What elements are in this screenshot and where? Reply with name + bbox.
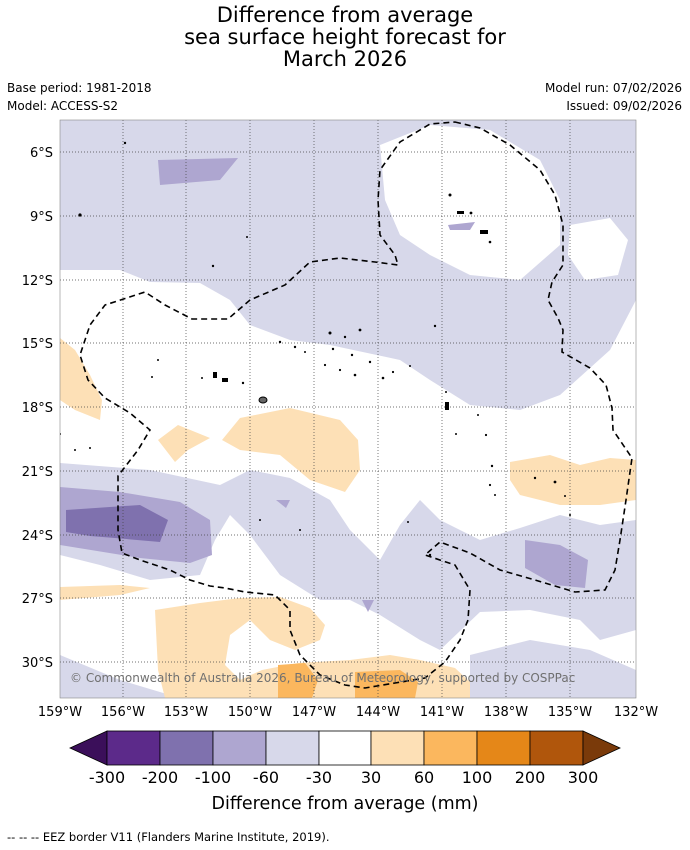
lon-label: 150°W bbox=[228, 705, 272, 720]
pos-light-patch bbox=[222, 408, 360, 492]
colorbar-bin bbox=[476, 730, 531, 766]
colorbar-bin bbox=[106, 730, 161, 766]
colorbar-bin bbox=[318, 730, 372, 766]
title-line-3: March 2026 bbox=[282, 47, 408, 71]
graticule bbox=[60, 120, 636, 698]
colorbar-tick: 30 bbox=[361, 768, 381, 787]
lon-label: 132°W bbox=[614, 705, 658, 720]
lat-label: 30°S bbox=[22, 656, 53, 671]
colorbar-bin bbox=[423, 730, 478, 766]
colorbar-title: Difference from average (mm) bbox=[211, 794, 478, 814]
pos-medium-patch bbox=[278, 663, 318, 698]
lat-label: 18°S bbox=[22, 401, 53, 416]
lon-label: 141°W bbox=[420, 705, 464, 720]
lat-label: 6°S bbox=[30, 146, 53, 161]
lon-label: 135°W bbox=[548, 705, 592, 720]
islands bbox=[60, 141, 571, 557]
colorbar-tick: -60 bbox=[253, 768, 279, 787]
meta-left: Base period: 1981-2018 Model: ACCESS-S2 bbox=[7, 79, 152, 115]
lon-label: 156°W bbox=[101, 705, 145, 720]
neg-medium-patch bbox=[276, 500, 290, 508]
pos-light-patch bbox=[60, 585, 150, 600]
map-frame bbox=[59, 119, 637, 699]
southwest-negative-patch bbox=[60, 655, 180, 698]
pos-light-patch bbox=[510, 455, 636, 505]
colorbar-bin bbox=[265, 730, 320, 766]
lon-label: 147°W bbox=[292, 705, 336, 720]
colorbar-tick: -30 bbox=[306, 768, 332, 787]
lon-label: 153°W bbox=[164, 705, 208, 720]
meta-right: Model run: 07/02/2026 Issued: 09/02/2026 bbox=[545, 79, 682, 115]
pos-light-patch bbox=[158, 425, 210, 462]
model-name: Model: ACCESS-S2 bbox=[7, 99, 119, 113]
lat-label: 9°S bbox=[30, 210, 53, 225]
neg-medium-patch bbox=[362, 600, 374, 612]
colorbar bbox=[69, 730, 621, 766]
latitude-labels: 6°S 9°S 12°S 15°S 18°S 21°S 24°S 27°S 30… bbox=[22, 146, 53, 671]
lon-label: 144°W bbox=[356, 705, 400, 720]
title-line-1: Difference from average bbox=[216, 3, 474, 27]
colorbar-tick: 100 bbox=[462, 768, 493, 787]
title-line-2: sea surface height forecast for bbox=[184, 25, 506, 49]
lon-label: 159°W bbox=[38, 705, 82, 720]
colorbar-bin bbox=[529, 730, 584, 766]
lat-label: 24°S bbox=[22, 529, 53, 544]
colorbar-tick: -200 bbox=[142, 768, 178, 787]
chart-title: Difference from average sea surface heig… bbox=[0, 4, 690, 70]
longitude-labels: 159°W 156°W 153°W 150°W 147°W 144°W 141°… bbox=[38, 705, 658, 720]
colorbar-bin bbox=[159, 730, 214, 766]
colorbar-tick: 60 bbox=[414, 768, 434, 787]
neg-medium-patch bbox=[525, 540, 588, 588]
lat-label: 27°S bbox=[22, 592, 53, 607]
eez-border bbox=[79, 121, 633, 689]
neg-medium-patch bbox=[158, 158, 238, 185]
colorbar-tick: 300 bbox=[568, 768, 599, 787]
lat-label: 12°S bbox=[22, 274, 53, 289]
lon-label: 138°W bbox=[484, 705, 528, 720]
eez-footnote: -- -- -- EEZ border V11 (Flanders Marine… bbox=[7, 830, 330, 844]
map-area bbox=[60, 120, 636, 698]
north-neutral-gap bbox=[380, 125, 560, 280]
issued-date: Issued: 09/02/2026 bbox=[566, 99, 682, 113]
colorbar-min-extend bbox=[69, 730, 108, 766]
colorbar-max-extend bbox=[582, 730, 621, 766]
colorbar-tick: -300 bbox=[89, 768, 125, 787]
model-run: Model run: 07/02/2026 bbox=[544, 81, 682, 95]
southeast-negative-patch bbox=[470, 640, 636, 698]
northeast-neutral-gap bbox=[568, 218, 628, 280]
colorbar-bin bbox=[370, 730, 425, 766]
pos-light-patch bbox=[60, 338, 102, 420]
lat-label: 21°S bbox=[22, 465, 53, 480]
colorbar-ticks: -300 -200 -100 -60 -30 30 60 100 200 300 bbox=[89, 768, 598, 787]
lat-label: 15°S bbox=[22, 337, 53, 352]
base-period: Base period: 1981-2018 bbox=[7, 81, 152, 95]
colorbar-bin bbox=[212, 730, 267, 766]
copyright-note: © Commonwealth of Australia 2026, Bureau… bbox=[70, 671, 575, 685]
island-large bbox=[258, 396, 268, 404]
colorbar-tick: -100 bbox=[195, 768, 231, 787]
colorbar-tick: 200 bbox=[515, 768, 546, 787]
anomaly-neg-dark bbox=[66, 505, 168, 542]
neg-medium-patch bbox=[448, 222, 475, 230]
south-negative-band bbox=[60, 463, 636, 650]
